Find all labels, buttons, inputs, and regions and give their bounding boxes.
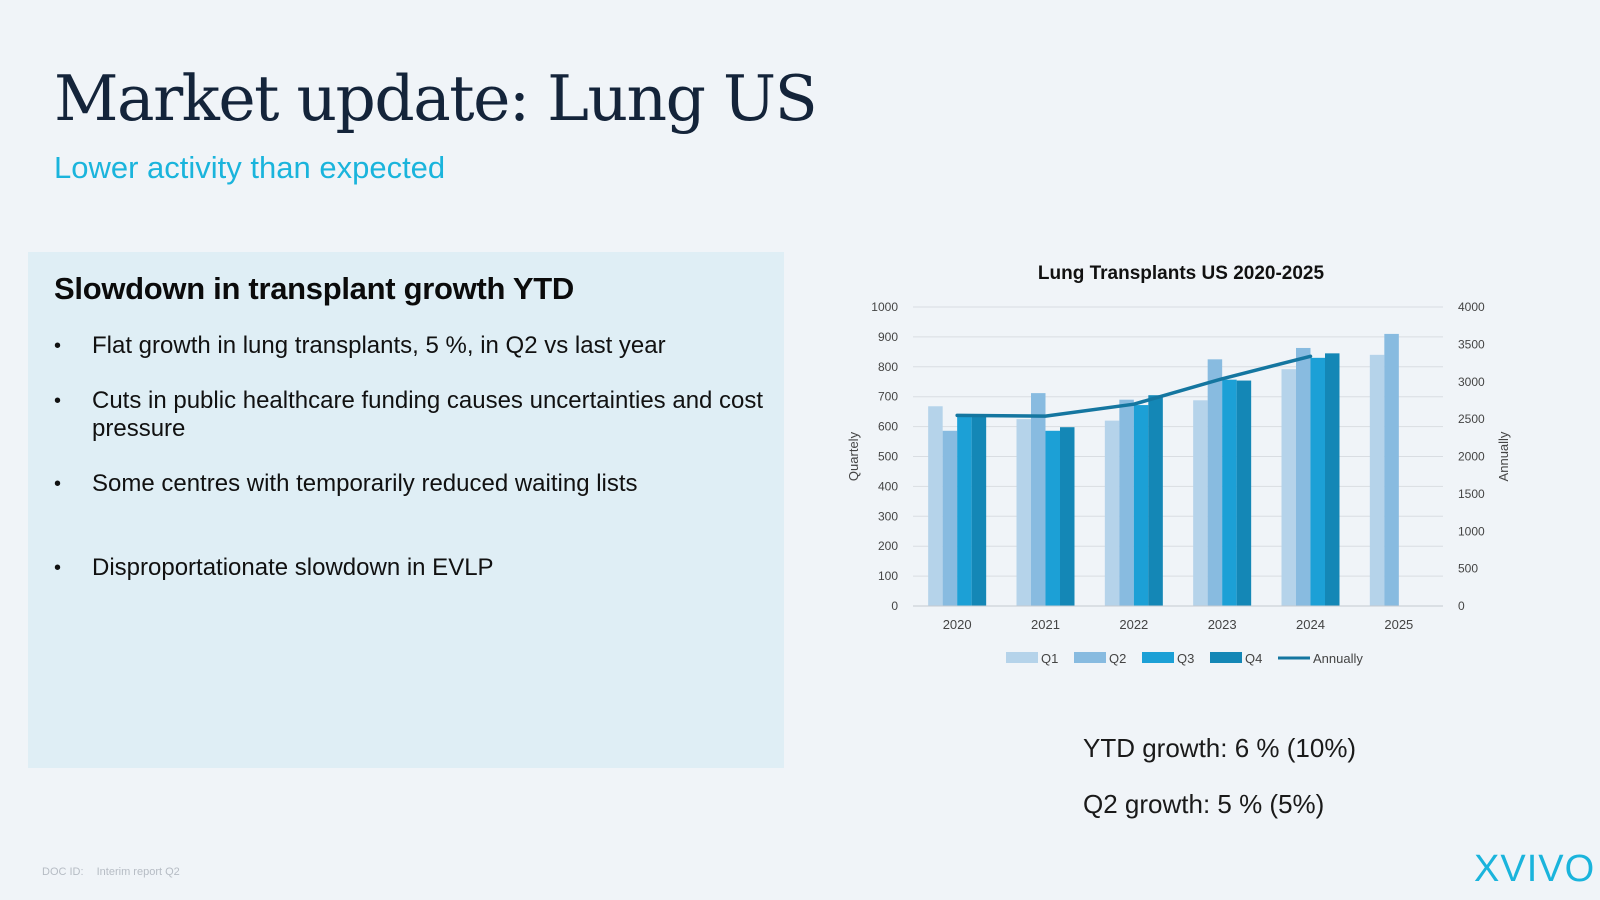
y-axis-label: Quartely [846,431,861,481]
y2-tick-label: 0 [1458,599,1465,613]
bullet-text: Cuts in public healthcare funding causes… [92,387,764,442]
y-tick-label: 600 [878,420,898,434]
panel-heading: Slowdown in transplant growth YTD [54,271,574,306]
bar-q2 [1119,399,1134,606]
bar-q4 [1148,395,1163,606]
bar-q4 [1236,380,1252,606]
legend-label: Annually [1313,651,1363,666]
bullet-marker: • [54,335,62,357]
page-subtitle: Lower activity than expected [54,150,446,185]
bullet-marker: • [54,390,62,412]
bullet-text: Flat growth in lung transplants, 5 %, in… [92,332,666,359]
y-tick-label: 300 [878,509,898,523]
doc-id: DOC ID: Interim report Q2 [42,866,180,878]
legend-swatch-q4 [1210,652,1242,663]
y2-tick-label: 3000 [1458,375,1485,389]
ytd-growth: YTD growth: 6 % (10%) [1083,733,1357,763]
y2-tick-label: 4000 [1458,300,1485,314]
series-line-annually [955,354,1313,418]
bar-q1 [1016,419,1031,606]
company-logo: XVIVO [1474,848,1596,890]
y-tick-label: 200 [878,539,898,553]
y2-axis-label: Annually [1496,431,1511,481]
bar-q3 [1133,405,1149,606]
bar-q3 [1045,430,1060,606]
legend-swatch-q1 [1006,652,1038,663]
doc-id-label: DOC ID: [42,866,84,878]
y2-tick-label: 1500 [1458,487,1485,501]
bar-q1 [928,406,943,606]
x-tick-label: 2025 [1384,617,1413,632]
bar-q2 [942,430,958,606]
y-tick-label: 100 [878,569,898,583]
y2-tick-label: 500 [1458,562,1478,576]
doc-id-value: Interim report Q2 [96,866,180,878]
bar-q1 [1281,369,1296,606]
bar-q1 [1104,420,1120,606]
x-tick-label: 2023 [1208,617,1237,632]
bar-q2 [1031,393,1046,606]
page-title: Market update: Lung US [54,62,818,135]
legend-label: Q1 [1041,651,1058,666]
y-tick-label: 1000 [871,300,898,314]
y-tick-label: 700 [878,390,898,404]
bullet-marker: • [54,473,62,495]
y2-tick-label: 1000 [1458,524,1485,538]
bar-q1 [1193,400,1208,606]
x-tick-label: 2020 [943,617,972,632]
bar-q4 [971,415,987,606]
x-tick-label: 2021 [1031,617,1060,632]
legend-label: Q2 [1109,651,1126,666]
bar-q3 [1222,379,1237,606]
y-tick-label: 800 [878,360,898,374]
y-tick-label: 500 [878,450,898,464]
legend-swatch-q3 [1142,652,1174,663]
y2-tick-label: 2000 [1458,450,1485,464]
y2-tick-label: 2500 [1458,412,1485,426]
y-tick-label: 900 [878,330,898,344]
bar-q1 [1369,354,1385,606]
x-tick-label: 2024 [1296,617,1325,632]
summary-panel: Slowdown in transplant growth YTD • Flat… [28,252,784,768]
bullet-marker: • [54,557,62,579]
legend-swatch-q2 [1074,652,1106,663]
bar-q2 [1296,347,1311,606]
q2-growth: Q2 growth: 5 % (5%) [1083,789,1325,819]
chart-title: Lung Transplants US 2020-2025 [1038,263,1325,284]
bar-q2 [1384,333,1399,606]
bullet-text: Some centres with temporarily reduced wa… [92,470,638,497]
legend-label: Q3 [1177,651,1194,666]
chart-container: Lung Transplants US 2020-2025 0 100 200 300 4… [840,255,1560,695]
bar-q4 [1325,353,1340,606]
x-tick-label: 2022 [1119,617,1148,632]
y-tick-label: 400 [878,479,898,493]
lung-transplants-chart: Lung Transplants US 2020-2025 0 100 200 300 4… [846,263,1511,666]
bar-q4 [1060,427,1075,606]
bullet-text: Disproportationate slowdown in EVLP [92,554,494,581]
bar-q2 [1207,359,1223,606]
bar-q3 [957,414,972,606]
legend-label: Q4 [1245,651,1262,666]
y2-tick-label: 3500 [1458,337,1485,351]
y-tick-label: 0 [891,599,898,613]
bar-q3 [1310,357,1325,606]
